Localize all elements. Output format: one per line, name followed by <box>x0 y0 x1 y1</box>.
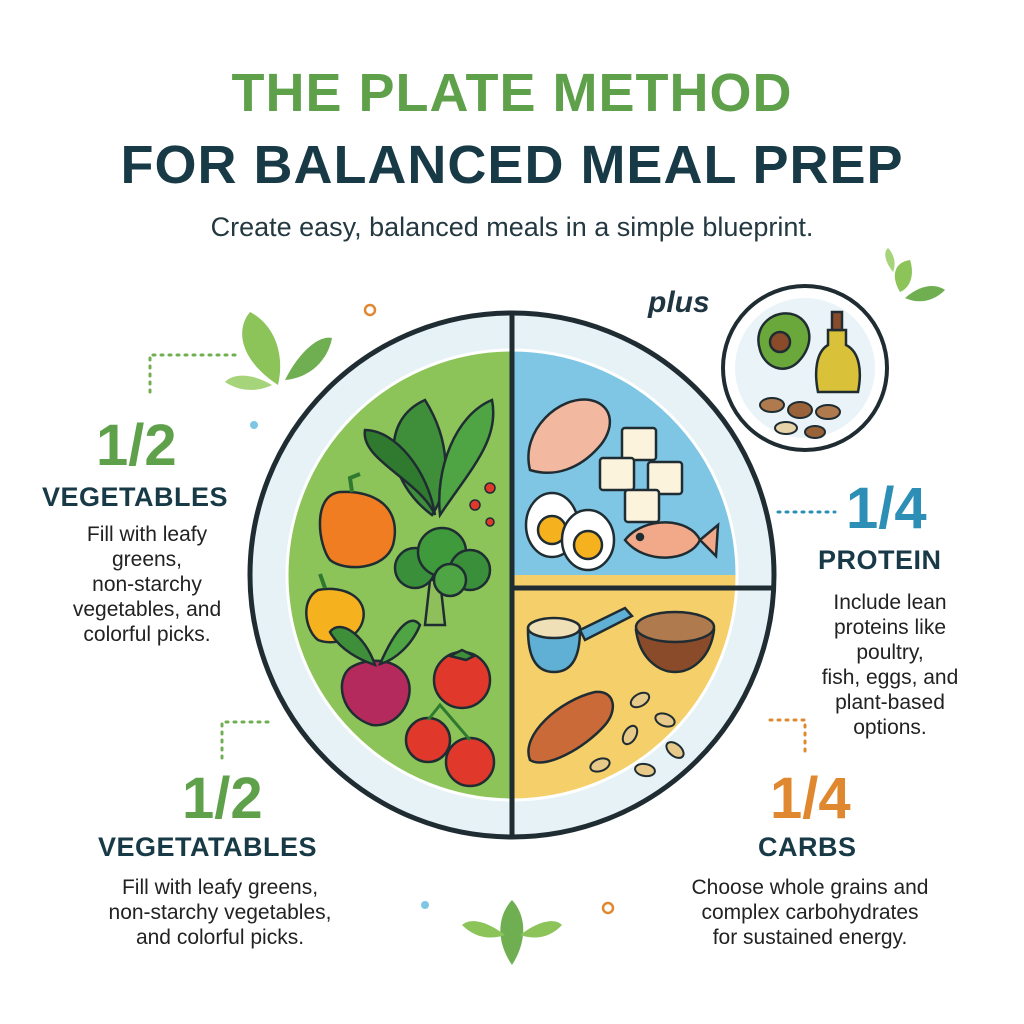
grain-bowl-icon <box>634 610 716 674</box>
protein-heading: PROTEIN <box>818 545 942 575</box>
tomato-icon <box>404 648 496 788</box>
decor-dot <box>250 421 258 429</box>
decor-dot <box>421 901 429 909</box>
sweet-potato-icon <box>527 690 615 764</box>
bell-pepper-icon <box>318 472 397 569</box>
leaf-icon <box>225 312 332 390</box>
carbs-connector <box>768 718 807 757</box>
nuts-icon <box>759 397 841 439</box>
decor-dot <box>601 901 615 915</box>
carbs-heading: CARBS <box>758 832 857 862</box>
veg-top-connector <box>148 353 237 394</box>
leaf-icon <box>462 900 562 965</box>
protein-description: Include lean proteins like poultry, fish… <box>821 591 959 739</box>
veg-top-description: Fill with leafy greens, non-starchy vege… <box>72 523 222 646</box>
tofu-icon <box>598 426 684 524</box>
page-title-line2: FOR BALANCED MEAL PREP <box>120 135 904 195</box>
protein-fraction: 1/4 <box>846 476 927 541</box>
veg-bottom-connector <box>220 720 272 760</box>
spinach-icon <box>363 398 495 519</box>
olive-oil-icon <box>814 310 862 394</box>
leaf-icon <box>885 248 945 302</box>
oat-icon <box>589 691 685 778</box>
veg-bottom-description: Fill with leafy greens, non-starchy vege… <box>108 876 332 949</box>
veg-top-heading: VEGETABLES <box>42 482 229 512</box>
quinoa-icon <box>526 606 634 674</box>
veg-top-fraction: 1/2 <box>96 413 177 478</box>
decor-dot <box>363 303 377 317</box>
veg-bottom-fraction: 1/2 <box>182 766 263 831</box>
veg-bottom-heading: VEGETATABLES <box>98 832 318 862</box>
page-title-line1: THE PLATE METHOD <box>231 63 793 123</box>
carbs-description: Choose whole grains and complex carbohyd… <box>691 876 929 949</box>
egg-icon <box>524 491 616 572</box>
avocado-icon <box>757 312 811 370</box>
chicken-icon <box>527 398 612 475</box>
fish-icon <box>623 521 720 559</box>
beet-icon <box>328 619 422 727</box>
carbs-fraction: 1/4 <box>770 766 851 831</box>
plus-label: plus <box>648 286 710 319</box>
broccoli-icon <box>393 526 492 627</box>
page-subtitle: Create easy, balanced meals in a simple … <box>210 212 814 242</box>
